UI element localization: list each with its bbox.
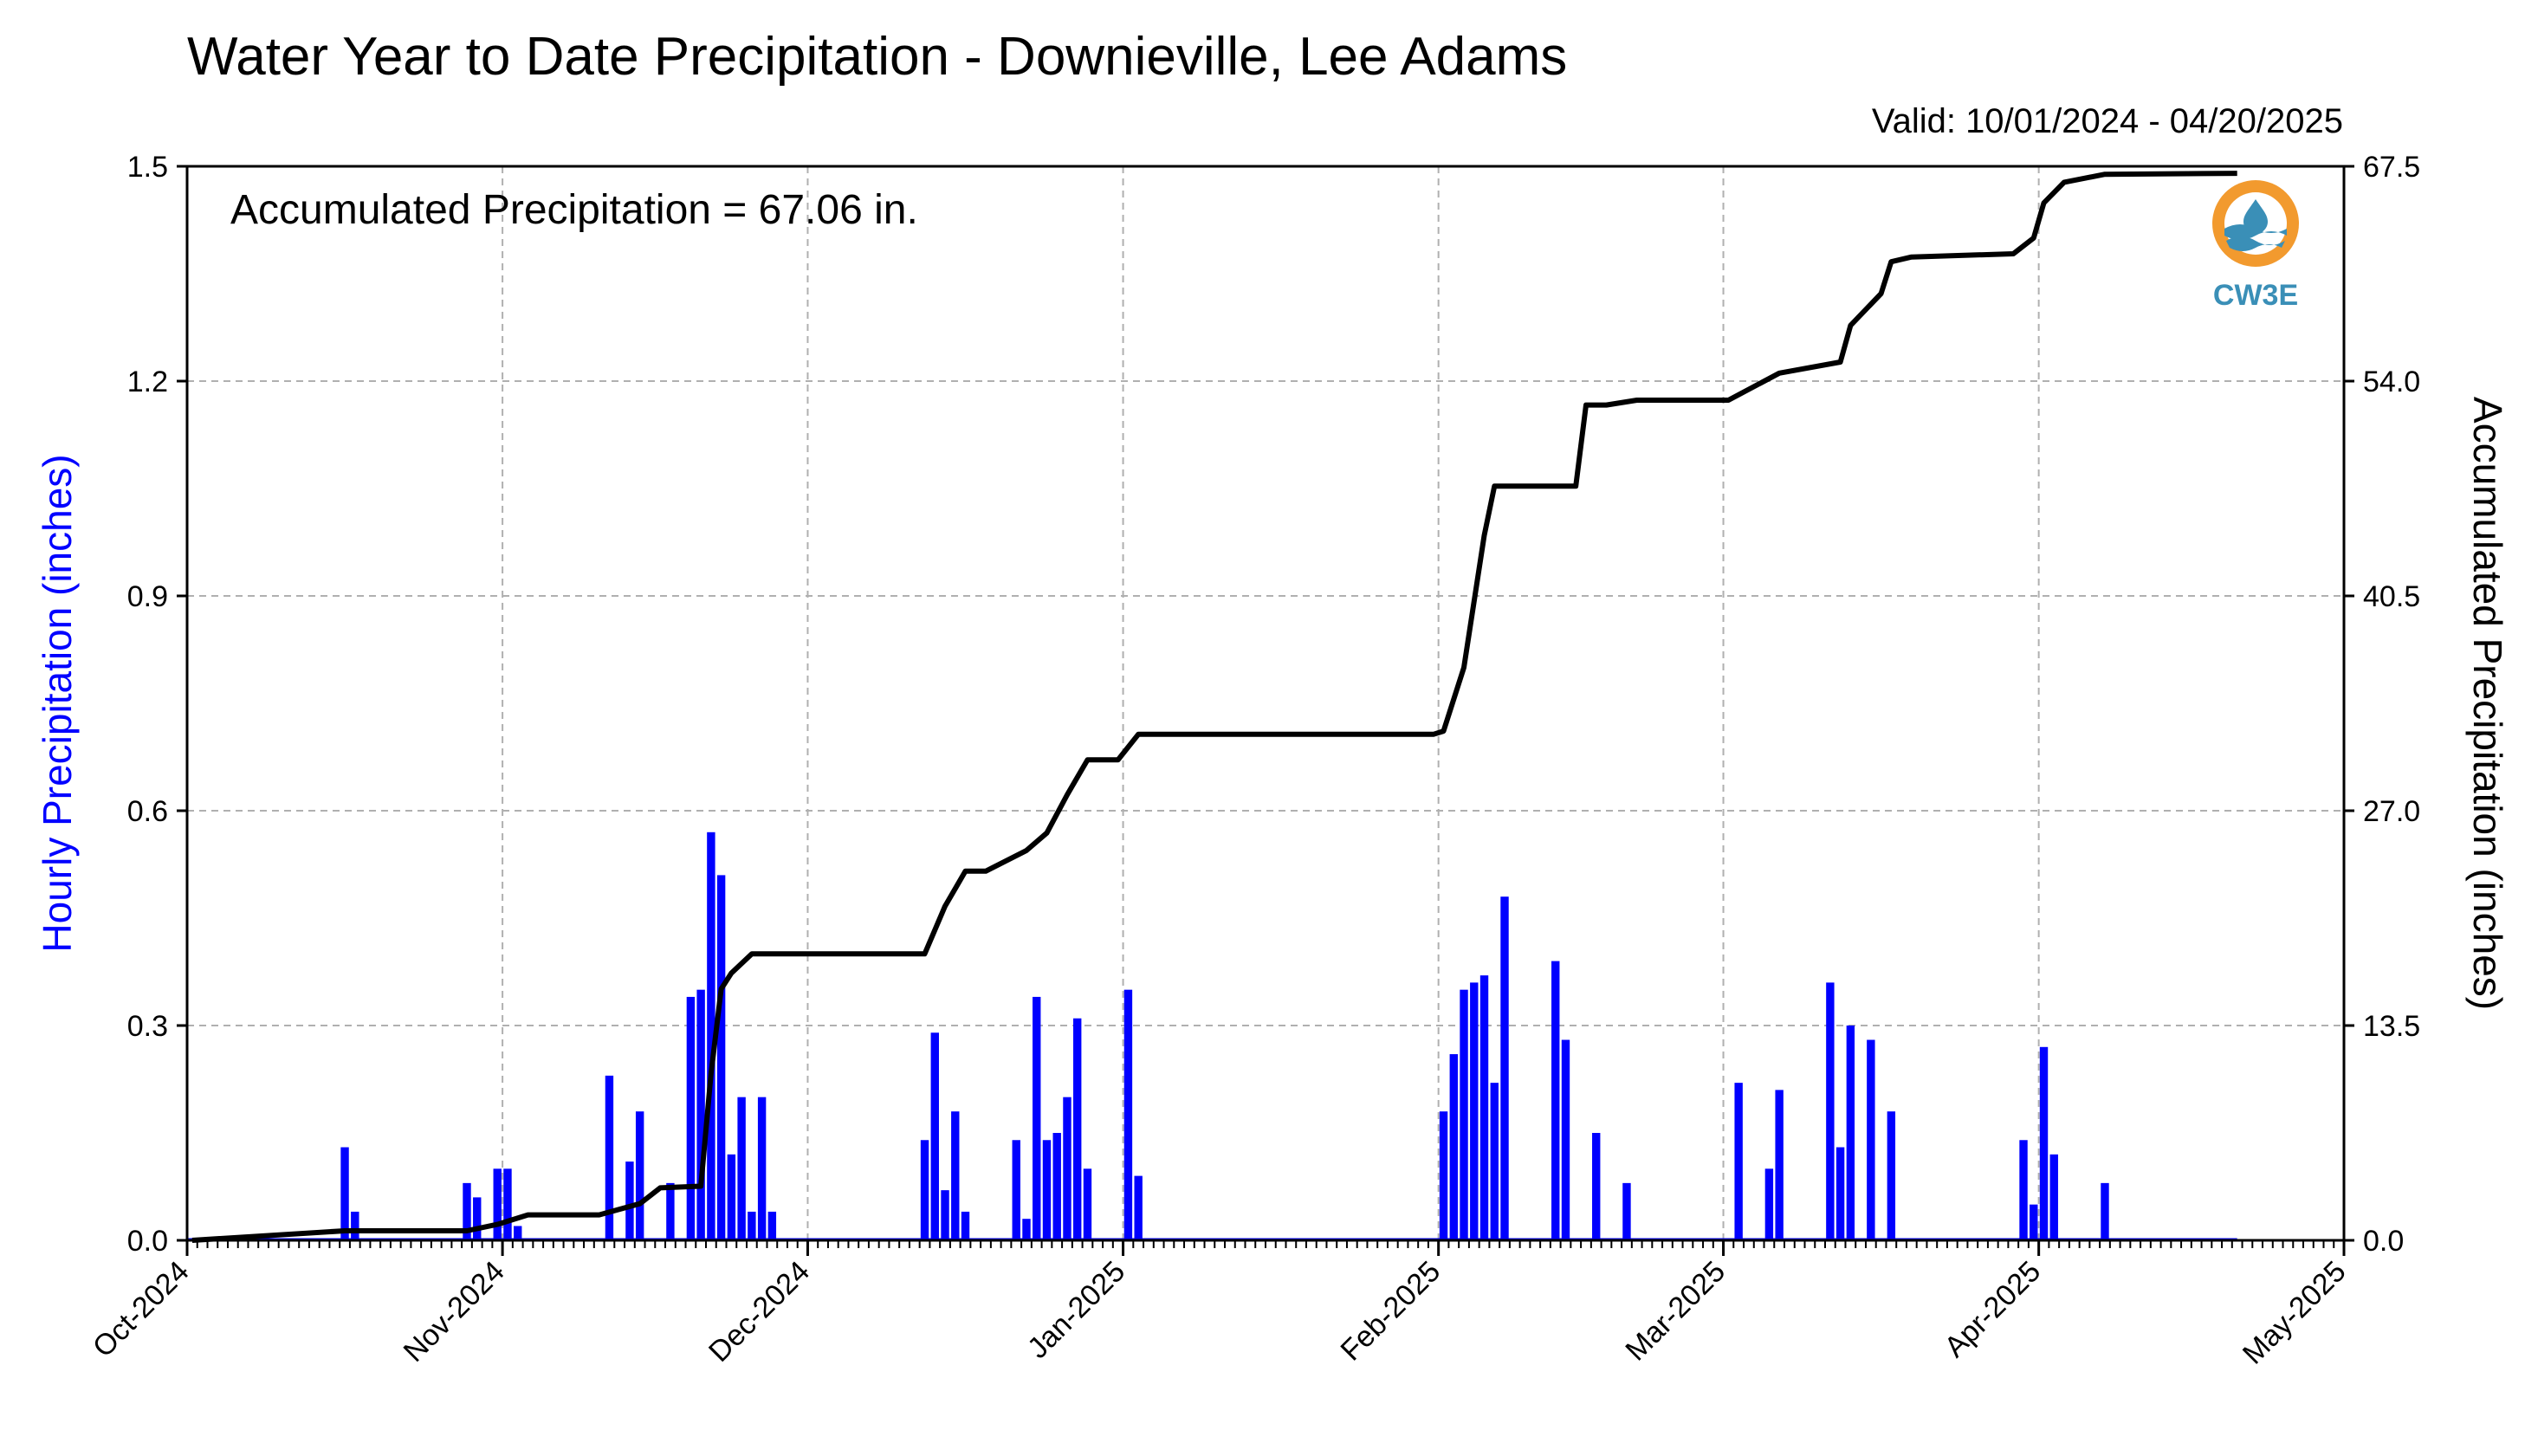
valid-range: Valid: 10/01/2024 - 04/20/2025 [1871,102,2343,140]
hourly-precip-bar [1835,1147,1845,1240]
hourly-precip-bar [757,1097,767,1240]
hourly-precip-bar [696,989,705,1240]
hourly-precip-bar [716,875,726,1240]
hourly-precip-bar [686,996,696,1240]
left-tick-label: 0.3 [127,1010,168,1043]
x-tick-label: Apr-2025 [1939,1255,2048,1364]
hourly-precip-bar [930,1032,939,1240]
hourly-precip-bar [2101,1182,2109,1240]
hourly-precip-bar [514,1226,522,1240]
hourly-precip-bar [1033,996,1041,1240]
hourly-precip-bar [1052,1133,1061,1240]
hourly-precip-bar [625,1162,634,1240]
hourly-precip-bar [351,1211,359,1240]
hourly-precip-bar [635,1111,644,1240]
hourly-precip-bar [1470,982,1479,1240]
right-tick-label: 40.5 [2363,580,2420,613]
hourly-precip-bar [1439,1111,1448,1240]
left-axis: 0.0 0.3 0.6 0.9 1.2 1.5 [127,151,187,1258]
x-axis: Oct-2024 Nov-2024 Dec-2024 Jan-2025 Feb-2025… [87,1240,2353,1371]
hourly-bars [187,832,2237,1241]
hourly-precip-bar [2039,1046,2049,1240]
hourly-precip-bar [737,1097,746,1240]
hourly-precip-bar [463,1182,471,1240]
hourly-precip-bar [1734,1083,1743,1240]
right-tick-label: 13.5 [2363,1010,2420,1043]
x-tick-label: Oct-2024 [87,1255,196,1364]
chart-title: Water Year to Date Precipitation - Downi… [187,27,1568,87]
hourly-precip-bar [2049,1154,2058,1240]
hourly-precip-bar [503,1168,512,1240]
accum-line-layer [191,171,2237,1243]
left-tick-label: 0.6 [127,795,168,828]
grid-lines [187,166,2344,1240]
hourly-precip-bar [707,832,715,1240]
hourly-precip-bar [1063,1097,1072,1240]
left-axis-title: Hourly Precipitation (inches) [35,454,80,952]
hourly-precip-bar [1764,1168,1774,1240]
right-tick-label: 54.0 [2363,366,2420,398]
hourly-precip-bar [605,1075,614,1240]
hourly-precip-bar [1887,1111,1896,1240]
x-tick-label: Jan-2025 [1021,1255,1131,1365]
hourly-precip-bar [941,1190,949,1240]
right-tick-label: 27.0 [2363,795,2420,828]
logo-text: CW3E [2213,279,2298,312]
hourly-precip-bar [920,1140,929,1240]
left-tick-label: 0.0 [127,1225,168,1258]
accumulated-precip-line [191,171,2237,1243]
right-tick-label: 67.5 [2363,151,2420,184]
x-tick-label: Mar-2025 [1619,1255,1732,1368]
hourly-precip-bar [767,1211,777,1240]
x-tick-label: Nov-2024 [398,1255,511,1369]
left-tick-label: 1.2 [127,366,168,398]
right-axis-title: Accumulated Precipitation (inches) [2465,397,2510,1010]
hourly-precip-bar [1012,1140,1020,1240]
hourly-precip-bar [1460,989,1468,1240]
hourly-precip-bar [1500,896,1509,1240]
hourly-precip-bar [1561,1039,1570,1240]
hourly-precip-bar [1551,961,1560,1240]
x-tick-label: Dec-2024 [702,1255,816,1369]
x-tick-label: May-2025 [2237,1255,2353,1371]
hourly-precip-bar [951,1111,960,1240]
hourly-precip-bar [1083,1168,1092,1240]
hourly-precip-bar [1123,989,1133,1240]
plot-frame [185,165,2346,1242]
cw3e-logo: CW3E [2212,180,2299,312]
hourly-precip-bar [1592,1133,1601,1240]
hourly-precip-bar [1479,975,1489,1240]
hourly-precip-bar [493,1168,502,1240]
logo-drop-icon [2243,199,2268,234]
hourly-precip-bar [1073,1018,1082,1240]
logo-wave-icon [2224,224,2287,251]
hourly-precip-bar [1846,1026,1855,1240]
hourly-precip-bar [1622,1182,1631,1240]
right-axis: 0.0 13.5 27.0 40.5 54.0 67.5 [2344,151,2420,1258]
hourly-precip-bar [1775,1090,1784,1240]
hourly-precip-bar [727,1154,736,1240]
hourly-precip-bar [340,1147,349,1240]
left-tick-label: 0.9 [127,580,168,613]
x-tick-label: Feb-2025 [1335,1255,1447,1368]
hourly-precip-bar [1826,982,1835,1240]
hourly-precip-bar [1042,1140,1052,1240]
hourly-precip-bar [961,1211,970,1240]
hourly-precip-bar [1449,1054,1458,1240]
hourly-precip-bar [1490,1083,1499,1240]
hourly-precip-bar [1134,1175,1143,1240]
hourly-precip-bar [1022,1219,1031,1240]
hourly-precip-bar [473,1197,482,1240]
hourly-precip-bar [1867,1039,1875,1240]
hourly-precip-bar [666,1182,675,1240]
hourly-precip-bar [2019,1140,2028,1240]
hourly-precip-bar [2030,1204,2038,1240]
hourly-precip-bar [748,1211,756,1240]
accum-annotation: Accumulated Precipitation = 67.06 in. [230,187,918,233]
right-tick-label: 0.0 [2363,1225,2404,1258]
left-tick-label: 1.5 [127,151,168,184]
